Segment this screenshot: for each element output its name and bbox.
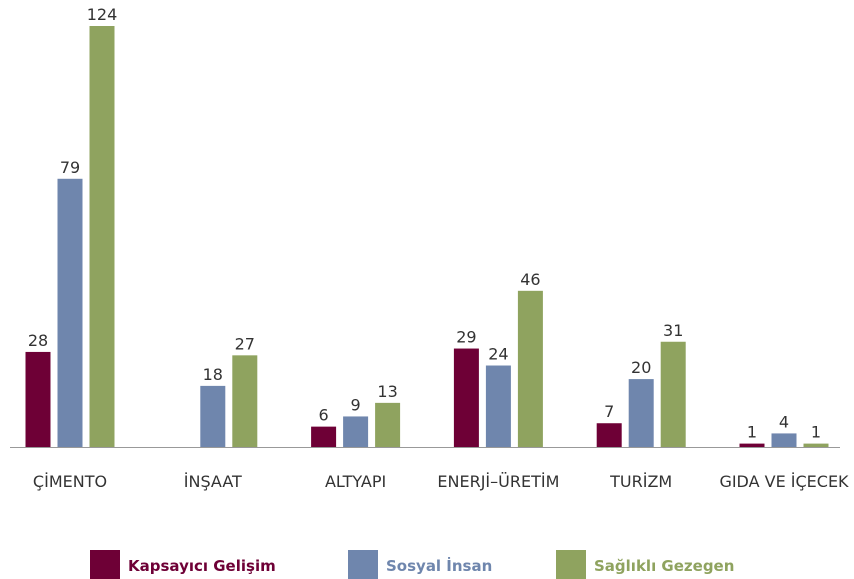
value-label: 7 xyxy=(604,402,614,421)
legend-swatch xyxy=(348,550,378,579)
bar xyxy=(517,290,543,447)
bar xyxy=(25,351,51,447)
value-label: 46 xyxy=(520,270,540,289)
x-tick-label: ALTYAPI xyxy=(325,472,386,491)
value-label: 20 xyxy=(631,358,651,377)
bar xyxy=(57,178,83,447)
x-tick-label: GIDA VE İÇECEK xyxy=(719,472,849,491)
value-label: 79 xyxy=(60,158,80,177)
bar xyxy=(739,443,765,447)
value-label: 31 xyxy=(663,321,683,340)
bar xyxy=(232,355,258,447)
legend-swatch xyxy=(556,550,586,579)
x-tick-label: İNŞAAT xyxy=(184,472,242,491)
bar xyxy=(803,443,829,447)
value-label: 6 xyxy=(319,406,329,425)
x-tick-label: TURİZM xyxy=(609,472,672,491)
bar xyxy=(596,423,622,447)
value-label: 18 xyxy=(203,365,223,384)
bar xyxy=(660,341,686,447)
value-label: 13 xyxy=(377,382,397,401)
legend-label: Kapsayıcı Gelişim xyxy=(128,557,276,575)
value-label: 1 xyxy=(747,423,757,442)
bar xyxy=(89,26,115,447)
bar xyxy=(375,402,401,447)
value-label: 27 xyxy=(235,334,255,353)
legend-label: Sosyal İnsan xyxy=(386,556,492,575)
value-label: 24 xyxy=(488,345,508,364)
bar xyxy=(628,379,654,447)
value-label: 4 xyxy=(779,412,789,431)
bar xyxy=(343,416,369,447)
value-label: 124 xyxy=(87,5,118,24)
x-tick-label: ÇİMENTO xyxy=(33,472,107,491)
bar xyxy=(311,426,337,447)
legend-label: Sağlıklı Gezegen xyxy=(594,557,734,575)
legend-swatch xyxy=(90,550,120,579)
bar xyxy=(485,365,511,447)
x-tick-label: ENERJİ–ÜRETİM xyxy=(437,472,559,491)
value-label: 1 xyxy=(811,423,821,442)
value-label: 29 xyxy=(456,328,476,347)
bar xyxy=(453,348,479,447)
bar xyxy=(200,385,226,447)
bar xyxy=(771,433,797,447)
value-label: 28 xyxy=(28,331,48,350)
value-label: 9 xyxy=(351,395,361,414)
